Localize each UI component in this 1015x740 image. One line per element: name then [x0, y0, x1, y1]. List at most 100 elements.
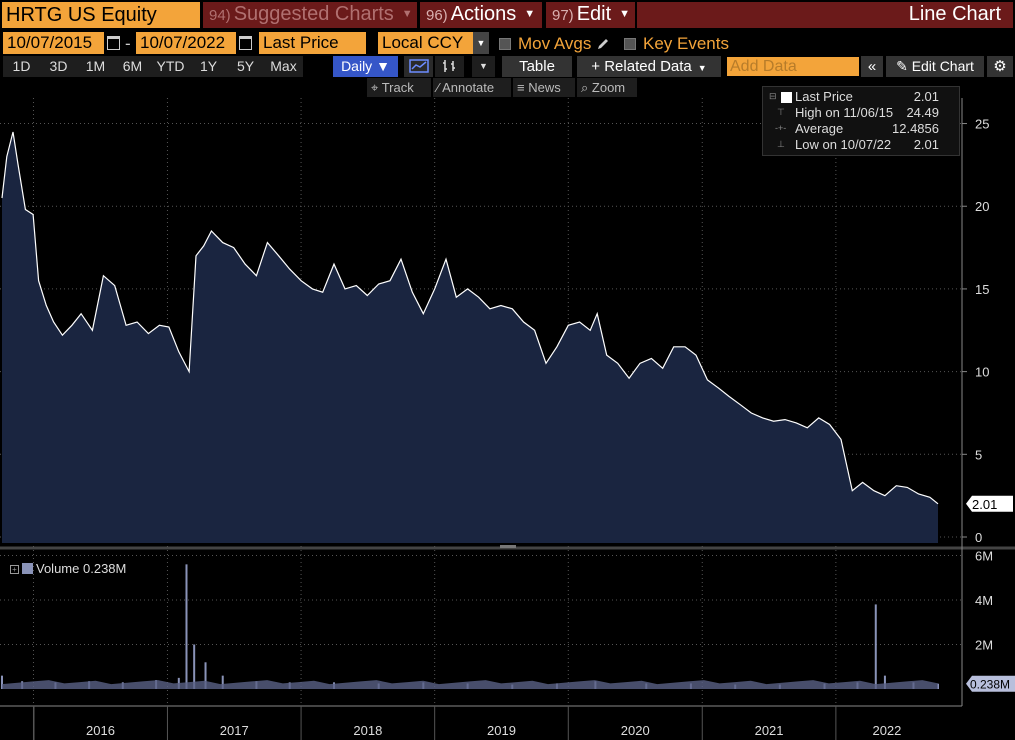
period-toolbar: 1D 3D 1M 6M YTD 1Y 5Y Max Daily ▼ ▼ Table + Rel… — [0, 56, 1015, 78]
chevron-down-icon[interactable]: ▼ — [472, 56, 496, 77]
x-tick-label: 2018 — [353, 723, 382, 738]
low-marker-icon: ⊥ — [777, 139, 785, 149]
actions-label: Actions — [450, 3, 517, 25]
actions-menu[interactable]: 96) Actions ▼ — [420, 2, 542, 28]
annotate-tool[interactable]: ⁄ Annotate — [433, 78, 511, 97]
chevron-down-icon: ▼ — [697, 63, 707, 73]
date-separator: - — [125, 34, 131, 53]
average-value: 12.4856 — [892, 121, 939, 136]
title-bar: HRTG US Equity 94) Suggested Charts ▼ 96) A… — [0, 0, 1015, 30]
end-date-input[interactable]: 10/07/2022 — [136, 32, 236, 54]
gear-icon[interactable]: ⚙ — [987, 56, 1013, 77]
price-tick-label: 10 — [975, 365, 989, 380]
x-tick-label: 2019 — [487, 723, 516, 738]
volume-legend: + Volume 0.238M — [10, 561, 126, 576]
news-tool[interactable]: ≡ News — [513, 78, 575, 97]
ticker-field[interactable]: HRTG US Equity — [2, 2, 200, 28]
high-value: 24.49 — [906, 105, 939, 120]
last-price-label: Last Price — [795, 89, 853, 104]
volume-bar — [221, 675, 224, 689]
news-label: News — [528, 80, 561, 95]
annotate-label: Annotate — [442, 80, 495, 95]
period-1d[interactable]: 1D — [3, 56, 41, 77]
volume-tick-label: 4M — [975, 593, 993, 608]
key-events-label[interactable]: Key Events — [643, 34, 729, 53]
date-range-bar: 10/07/2015 - 10/07/2022 Last Price Local… — [0, 32, 1015, 56]
series-color-swatch — [781, 92, 792, 103]
related-data-button[interactable]: + Related Data ▼ — [577, 56, 721, 77]
last-price-tag — [966, 495, 1013, 512]
edit-chart-label: Edit Chart — [911, 58, 974, 74]
price-tick-label: 20 — [975, 199, 989, 214]
x-tick-label: 2016 — [86, 723, 115, 738]
volume-tick-label: 6M — [975, 548, 993, 563]
period-6m[interactable]: 6M — [114, 56, 152, 77]
collapse-icon[interactable]: « — [861, 56, 883, 77]
price-tick-label: 5 — [975, 447, 982, 462]
period-1m[interactable]: 1M — [77, 56, 115, 77]
price-legend: ⊟ Last Price 2.01 ⊤ High on 11/06/15 24.… — [762, 86, 960, 156]
x-tick-label: 2022 — [872, 723, 901, 738]
news-icon: ≡ — [517, 80, 529, 95]
actions-number: 96) — [426, 7, 448, 24]
period-1y[interactable]: 1Y — [190, 56, 228, 77]
currency-selector[interactable]: Local CCY — [378, 32, 473, 54]
collapse-legend-icon[interactable]: ⊟ — [769, 91, 777, 101]
last-price-tag-label: 2.01 — [972, 497, 997, 512]
key-events-checkbox[interactable] — [624, 38, 636, 50]
low-value: 2.01 — [913, 137, 939, 152]
edit-chart-button[interactable]: ✎ Edit Chart — [886, 56, 984, 77]
x-axis-band — [0, 706, 1015, 740]
volume-bar — [204, 662, 207, 689]
volume-panel — [0, 551, 962, 706]
track-tool[interactable]: ⌖ Track — [367, 78, 431, 97]
suggested-charts-label: Suggested Charts — [233, 3, 394, 25]
volume-value: 0.238M — [83, 561, 127, 576]
frequency-dropdown[interactable]: Daily ▼ — [333, 56, 399, 77]
volume-base — [2, 680, 938, 689]
crosshair-icon: ⌖ — [371, 80, 382, 95]
chevron-down-icon: ▼ — [619, 8, 631, 21]
magnifier-icon: ⌕ — [581, 80, 592, 95]
chevron-down-icon: ▼ — [524, 8, 536, 21]
price-area — [2, 132, 938, 543]
edit-label: Edit — [576, 3, 612, 25]
zoom-tool[interactable]: ⌕ Zoom — [577, 78, 637, 97]
high-marker-icon: ⊤ — [777, 107, 785, 117]
volume-last-tag — [966, 675, 1015, 692]
start-date-input[interactable]: 10/07/2015 — [3, 32, 104, 54]
frequency-label: Daily — [341, 58, 373, 74]
average-marker-icon: -+- — [775, 123, 787, 133]
calendar-icon[interactable] — [107, 36, 120, 50]
x-tick-label: 2017 — [220, 723, 249, 738]
chevron-down-icon[interactable]: ▼ — [473, 32, 489, 54]
related-data-label: Related Data — [604, 58, 692, 75]
plus-icon: + — [591, 58, 605, 75]
last-price-value: 2.01 — [913, 89, 939, 104]
pencil-icon[interactable] — [596, 37, 610, 51]
panel-resize-handle — [500, 545, 516, 548]
calendar-icon[interactable] — [239, 36, 252, 50]
volume-last-tag-label: 0.238M — [970, 678, 1010, 692]
expand-legend-icon[interactable]: + — [10, 565, 19, 574]
bar-chart-icon[interactable] — [435, 56, 465, 77]
period-ytd[interactable]: YTD — [151, 56, 191, 77]
mov-avgs-checkbox[interactable] — [499, 38, 511, 50]
table-button[interactable]: Table — [502, 56, 572, 77]
edit-number: 97) — [552, 7, 574, 24]
edit-menu[interactable]: 97) Edit ▼ — [546, 2, 635, 28]
price-tick-label: 25 — [975, 117, 989, 132]
pencil-icon: ✎ — [896, 58, 912, 74]
track-label: Track — [381, 80, 414, 95]
volume-label: Volume — [36, 561, 80, 576]
suggested-charts-menu[interactable]: 94) Suggested Charts ▼ — [203, 2, 417, 28]
price-line — [1, 131, 939, 505]
zoom-label: Zoom — [591, 80, 626, 95]
suggested-charts-number: 94) — [209, 7, 231, 24]
line-chart-icon[interactable] — [404, 56, 434, 77]
period-max[interactable]: Max — [264, 56, 304, 77]
mov-avgs-label[interactable]: Mov Avgs — [518, 34, 592, 53]
add-data-input[interactable]: Add Data — [727, 57, 859, 76]
field-selector[interactable]: Last Price — [259, 32, 366, 54]
